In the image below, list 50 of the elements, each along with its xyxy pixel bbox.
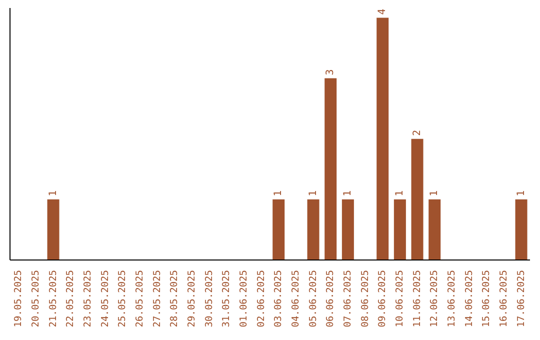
x-tick-label: 09.06.2025 — [377, 270, 388, 328]
data-label: 1 — [342, 190, 354, 196]
x-tick-label: 24.05.2025 — [100, 270, 111, 328]
bar — [47, 199, 60, 260]
x-tick-label: 06.06.2025 — [325, 270, 336, 328]
bar — [307, 199, 320, 260]
x-tick-label: 23.05.2025 — [82, 270, 94, 328]
x-tick-label: 14.06.2025 — [464, 270, 475, 328]
x-tick-label: 04.06.2025 — [290, 270, 302, 328]
bar — [428, 199, 441, 260]
bar — [515, 199, 528, 260]
x-tick-label: 26.05.2025 — [134, 270, 146, 328]
x-tick-label: 29.05.2025 — [186, 270, 198, 328]
data-label: 1 — [48, 190, 59, 196]
data-label: 3 — [325, 69, 336, 76]
data-label: 4 — [377, 8, 388, 15]
x-tick-label: 27.05.2025 — [152, 270, 163, 328]
x-tick-label: 05.06.2025 — [308, 270, 319, 328]
x-tick-label: 11.06.2025 — [412, 270, 423, 328]
data-label: 1 — [429, 190, 440, 196]
x-tick-label: 20.05.2025 — [30, 270, 42, 328]
x-tick-label: 17.06.2025 — [516, 270, 527, 328]
data-label: 1 — [308, 190, 319, 196]
data-label: 2 — [412, 130, 423, 136]
data-label: 1 — [516, 190, 527, 196]
x-tick-label: 28.05.2025 — [169, 270, 180, 328]
x-tick-label: 15.06.2025 — [481, 270, 492, 328]
bar — [342, 199, 354, 260]
bar — [272, 199, 285, 260]
data-label: 1 — [273, 190, 284, 196]
x-tick-label: 12.06.2025 — [429, 270, 440, 328]
x-tick-label: 31.05.2025 — [221, 270, 232, 328]
x-tick-label: 01.06.2025 — [238, 270, 250, 328]
x-tick-label: 08.06.2025 — [360, 270, 371, 328]
x-tick-label: 22.05.2025 — [65, 270, 76, 328]
x-tick-label: 10.06.2025 — [394, 270, 406, 328]
x-tick-label: 03.06.2025 — [273, 270, 284, 328]
bar — [324, 78, 337, 260]
x-tick-label: 16.06.2025 — [498, 270, 510, 328]
x-tick-label: 19.05.2025 — [13, 270, 24, 328]
x-tick-label: 21.05.2025 — [48, 270, 59, 328]
x-tick-label: 07.06.2025 — [342, 270, 354, 328]
data-label: 1 — [394, 190, 406, 196]
x-tick-label: 13.06.2025 — [446, 270, 458, 328]
bar — [394, 199, 406, 260]
bar — [411, 138, 424, 260]
bar — [376, 18, 389, 260]
x-tick-label: 30.05.2025 — [204, 270, 215, 328]
x-tick-label: 25.05.2025 — [117, 270, 128, 328]
x-tick-label: 02.06.2025 — [256, 270, 267, 328]
